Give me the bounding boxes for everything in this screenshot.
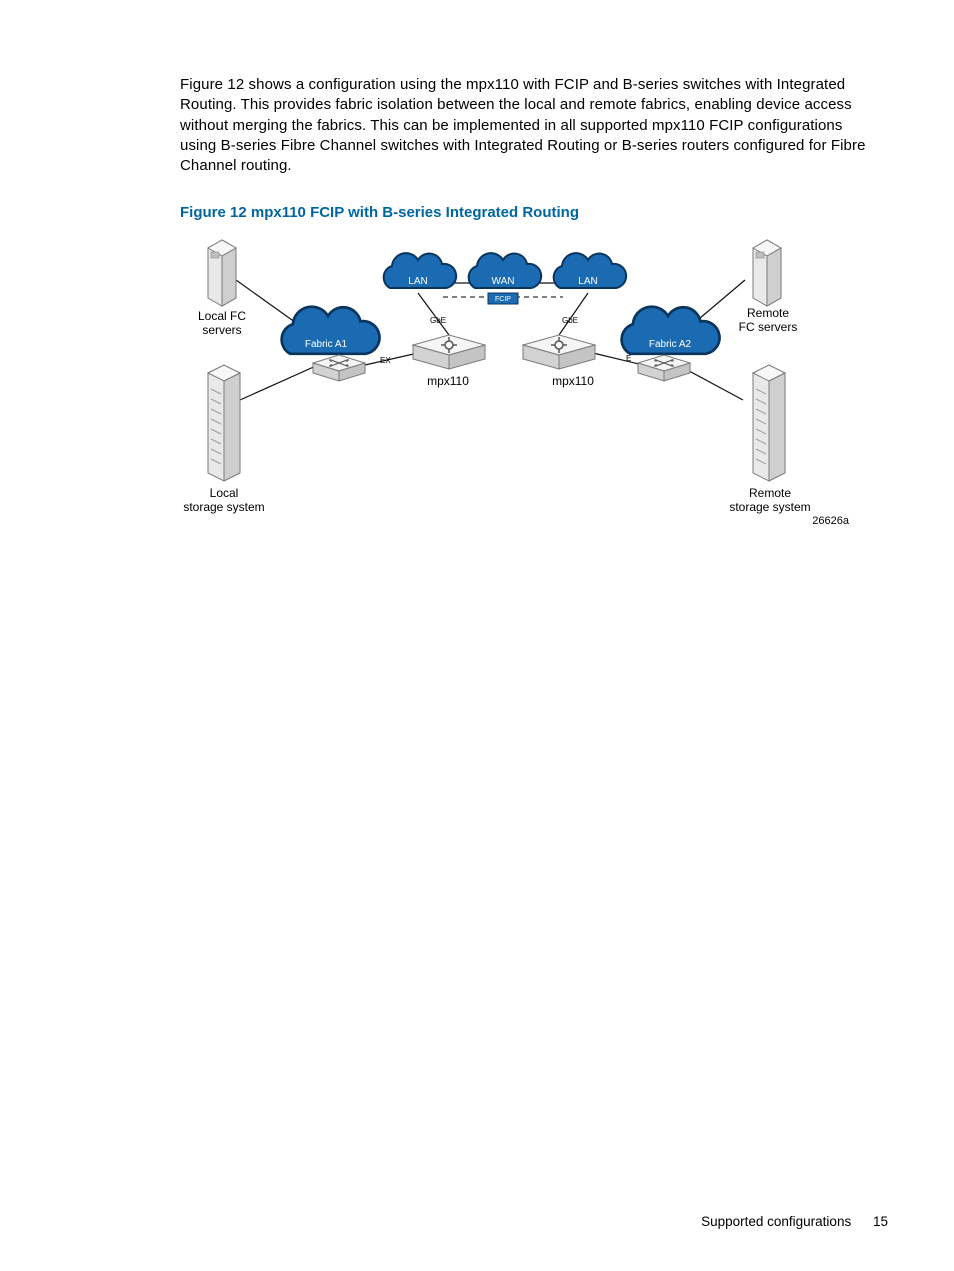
gbe-left-label: GbE xyxy=(430,316,446,325)
page-footer: Supported configurations 15 xyxy=(701,1214,888,1229)
footer-page-number: 15 xyxy=(873,1214,888,1229)
remote-storage-label: Remotestorage system xyxy=(729,486,810,514)
svg-text:WAN: WAN xyxy=(492,276,515,287)
left-fc-switch-icon xyxy=(313,355,365,381)
e-label: E xyxy=(626,354,631,363)
right-mpx110-icon xyxy=(523,335,595,369)
local-storage-label: Localstorage system xyxy=(183,486,264,514)
remote-fc-label: RemoteFC servers xyxy=(739,306,798,334)
local-fc-server-icon xyxy=(208,240,236,306)
body-paragraph: Figure 12 shows a configuration using th… xyxy=(180,75,879,176)
gbe-right-label: GbE xyxy=(562,316,578,325)
mpx110-right-label: mpx110 xyxy=(552,374,594,388)
mpx110-left-label: mpx110 xyxy=(427,374,469,388)
local-storage-icon xyxy=(208,365,240,481)
remote-storage-icon xyxy=(753,365,785,481)
ex-label: EX xyxy=(380,356,391,365)
svg-text:FCIP: FCIP xyxy=(495,296,511,303)
fcip-label: FCIP xyxy=(488,293,518,304)
fabric-a1-label: Fabric A1 xyxy=(305,339,348,350)
svg-text:LAN: LAN xyxy=(408,276,427,287)
right-fc-switch-icon xyxy=(638,355,690,381)
fabric-a2-label: Fabric A2 xyxy=(649,339,692,350)
local-fc-label: Local FCservers xyxy=(198,309,246,337)
network-diagram: LAN WAN LAN FCIP Fabric A1 Fabric A2 Gb xyxy=(168,235,868,535)
cloud-wan: WAN xyxy=(469,253,541,288)
footer-section: Supported configurations xyxy=(701,1214,851,1229)
remote-fc-server-icon xyxy=(753,240,781,306)
diagram-id-code: 26626a xyxy=(812,515,849,527)
left-mpx110-icon xyxy=(413,335,485,369)
svg-text:LAN: LAN xyxy=(578,276,597,287)
figure-caption: Figure 12 mpx110 FCIP with B-series Inte… xyxy=(180,204,879,221)
cloud-lan-left: LAN xyxy=(384,253,456,288)
cloud-lan-right: LAN xyxy=(554,253,626,288)
